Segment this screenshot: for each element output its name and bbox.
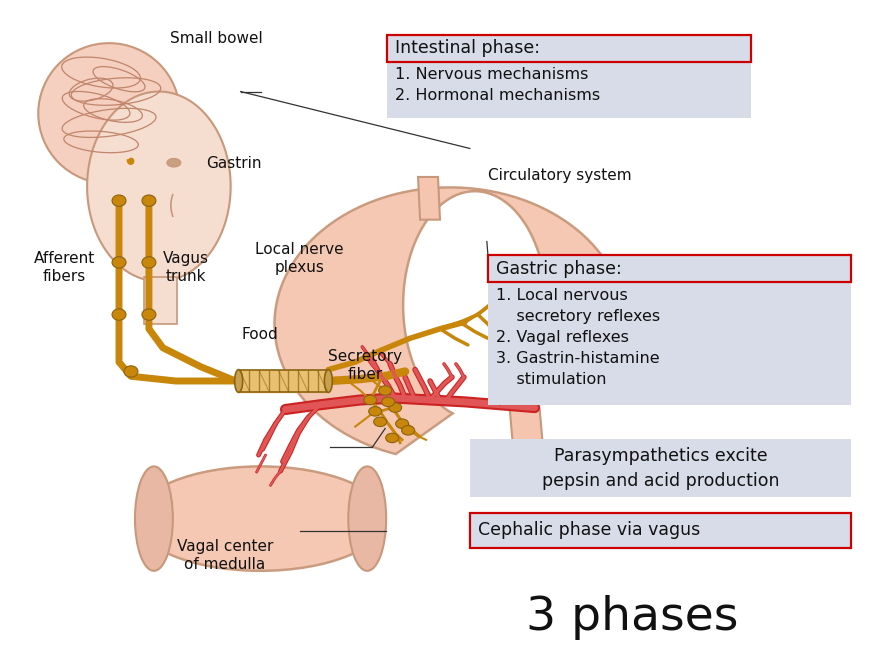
- Polygon shape: [418, 177, 440, 220]
- Ellipse shape: [381, 397, 394, 406]
- Ellipse shape: [378, 386, 392, 395]
- Ellipse shape: [368, 406, 381, 416]
- Text: Intestinal phase:: Intestinal phase:: [394, 39, 539, 57]
- Ellipse shape: [348, 466, 385, 571]
- Ellipse shape: [395, 419, 408, 428]
- FancyBboxPatch shape: [386, 35, 750, 62]
- Text: Cephalic phase via vagus: Cephalic phase via vagus: [478, 521, 700, 539]
- Ellipse shape: [112, 257, 126, 268]
- Ellipse shape: [324, 370, 332, 392]
- FancyBboxPatch shape: [487, 255, 851, 282]
- Ellipse shape: [124, 366, 138, 377]
- Ellipse shape: [363, 395, 377, 404]
- Text: Vagal center
of medulla: Vagal center of medulla: [176, 539, 273, 572]
- Ellipse shape: [141, 309, 155, 321]
- Ellipse shape: [141, 257, 155, 268]
- Text: Parasympathetics excite
pepsin and acid production: Parasympathetics excite pepsin and acid …: [542, 446, 779, 490]
- Text: 1. Nervous mechanisms
2. Hormonal mechanisms: 1. Nervous mechanisms 2. Hormonal mechan…: [394, 67, 600, 103]
- FancyBboxPatch shape: [386, 35, 750, 117]
- Text: Food: Food: [241, 328, 278, 342]
- Text: Afferent
fibers: Afferent fibers: [34, 251, 95, 284]
- Polygon shape: [274, 188, 623, 454]
- Text: Secretory
fiber: Secretory fiber: [327, 349, 401, 382]
- Text: 1. Local nervous
    secretory reflexes
2. Vagal reflexes
3. Gastrin-histamine
 : 1. Local nervous secretory reflexes 2. V…: [495, 288, 659, 387]
- FancyBboxPatch shape: [470, 439, 851, 497]
- Polygon shape: [144, 277, 176, 324]
- Text: Gastrin: Gastrin: [205, 156, 261, 171]
- Ellipse shape: [135, 466, 173, 571]
- Text: Circulatory system: Circulatory system: [487, 168, 630, 183]
- Text: Local nerve
plexus: Local nerve plexus: [255, 242, 343, 275]
- Ellipse shape: [141, 195, 155, 206]
- Ellipse shape: [112, 195, 126, 206]
- Ellipse shape: [136, 466, 385, 571]
- Text: Vagus
trunk: Vagus trunk: [162, 251, 208, 284]
- Text: 3 phases: 3 phases: [525, 595, 738, 640]
- Ellipse shape: [373, 417, 386, 426]
- Text: Small bowel: Small bowel: [169, 30, 263, 46]
- Ellipse shape: [39, 43, 180, 184]
- Ellipse shape: [388, 403, 401, 412]
- Ellipse shape: [112, 309, 126, 321]
- FancyBboxPatch shape: [470, 513, 851, 548]
- Ellipse shape: [234, 370, 242, 392]
- Polygon shape: [87, 92, 230, 281]
- Ellipse shape: [401, 426, 414, 435]
- FancyBboxPatch shape: [487, 255, 851, 406]
- Ellipse shape: [385, 433, 399, 442]
- Ellipse shape: [167, 159, 181, 167]
- Text: Gastric phase:: Gastric phase:: [495, 260, 621, 278]
- Polygon shape: [509, 410, 544, 466]
